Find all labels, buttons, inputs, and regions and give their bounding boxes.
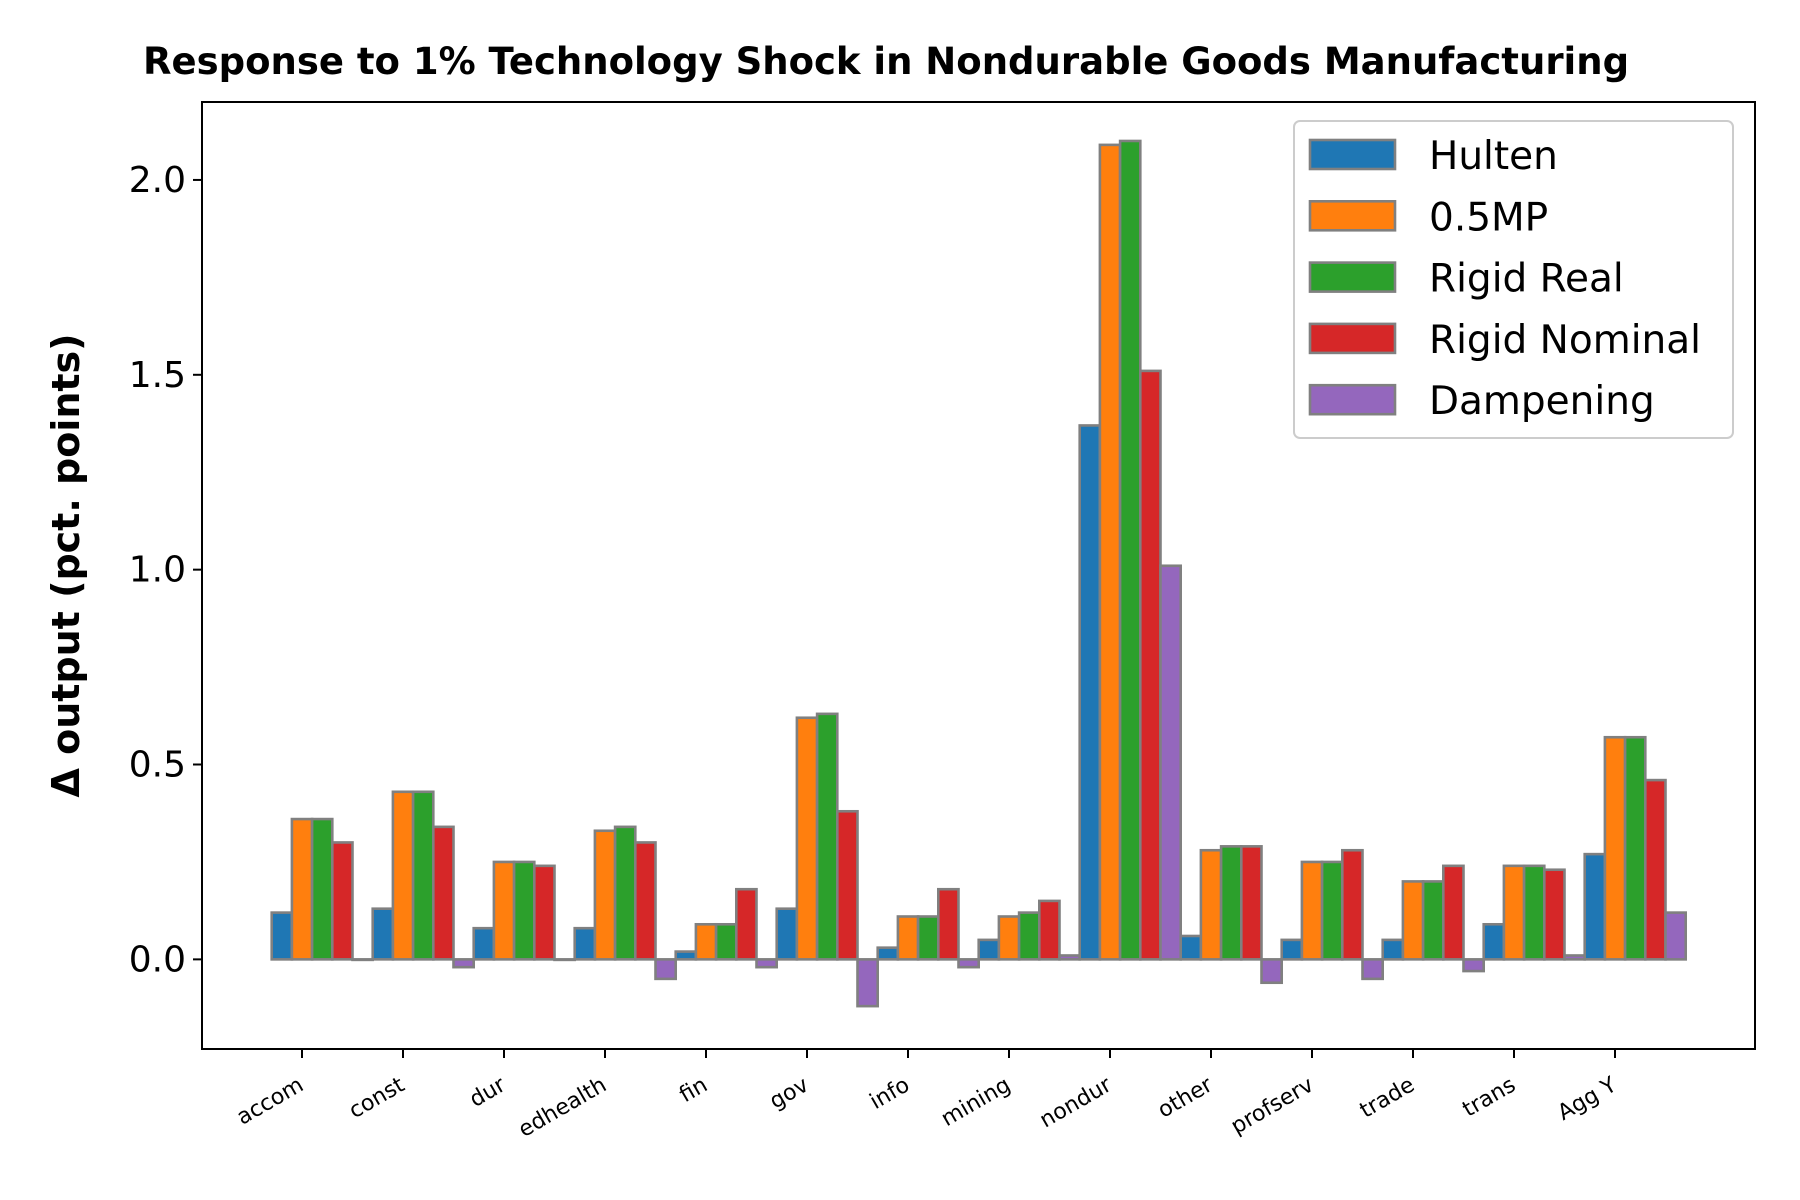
bar-dampening-edhealth — [654, 958, 678, 981]
legend: Hulten 0.5MP Rigid Real Rigid Nominal Dampen… — [1293, 120, 1734, 439]
bar-rigid-nominal-other — [1240, 845, 1263, 961]
bar-rigid-nominal-const — [431, 825, 455, 961]
legend-label: Hulten — [1429, 134, 1558, 179]
y-tick-label: 0.5 — [129, 745, 186, 786]
bar-rigid-nominal-trans — [1543, 868, 1566, 961]
plot-frame — [201, 101, 1756, 1050]
bar-rigid-nominal-nondur — [1139, 369, 1162, 961]
bar-rigid-real-agg-y — [1623, 735, 1647, 961]
y-tick-label: 2.0 — [129, 160, 186, 201]
bar-rigid-nominal-mining — [1038, 899, 1061, 961]
bar-rigid-nominal-dur — [532, 864, 556, 961]
bar-0-5mp-profserv — [1300, 860, 1324, 961]
bar-0-5mp-info — [896, 915, 920, 961]
bar-hulten-mining — [977, 938, 1001, 961]
legend-swatch-rigid-nominal — [1308, 322, 1397, 355]
legend-label: 0.5MP — [1429, 195, 1548, 240]
bar-hulten-edhealth — [573, 926, 597, 961]
bar-rigid-real-edhealth — [613, 825, 637, 961]
bar-hulten-fin — [674, 950, 698, 961]
legend-swatch-dampening — [1308, 383, 1397, 416]
bar-rigid-real-fin — [714, 922, 738, 961]
bar-hulten-nondur — [1078, 424, 1102, 961]
bar-rigid-real-nondur — [1118, 139, 1142, 961]
bar-rigid-nominal-gov — [835, 809, 859, 961]
bar-hulten-gov — [775, 907, 799, 961]
bar-0-5mp-fin — [694, 922, 718, 961]
bar-0-5mp-agg-y — [1603, 735, 1627, 961]
bar-rigid-nominal-trade — [1442, 864, 1465, 961]
bar-rigid-real-profserv — [1320, 860, 1344, 961]
y-axis: 0.0 0.5 1.0 1.5 2.0 — [129, 160, 202, 980]
y-tick-label: 1.5 — [129, 355, 186, 396]
y-axis-label: Δ output (pct. points) — [44, 333, 88, 797]
bar-dampening-const — [452, 958, 476, 969]
bar-rigid-nominal-accom — [330, 841, 354, 961]
bar-0-5mp-nondur — [1098, 143, 1122, 961]
bar-0-5mp-gov — [795, 716, 819, 961]
legend-box — [1293, 120, 1734, 439]
bar-0-5mp-const — [391, 790, 415, 961]
bar-dampening-agg-y — [1664, 911, 1688, 961]
bar-rigid-nominal-agg-y — [1644, 778, 1667, 961]
bar-hulten-dur — [472, 926, 496, 961]
bar-hulten-info — [876, 946, 900, 961]
bar-hulten-accom — [270, 911, 294, 961]
bar-dampening-nondur — [1159, 564, 1183, 961]
bar-hulten-trans — [1482, 922, 1506, 961]
bar-hulten-agg-y — [1583, 852, 1607, 961]
bar-rigid-real-trans — [1522, 864, 1546, 961]
bar-rigid-nominal-profserv — [1341, 848, 1364, 961]
bar-rigid-nominal-info — [936, 887, 960, 961]
bar-0-5mp-other — [1199, 848, 1223, 961]
y-tick-label: 1.0 — [129, 550, 186, 591]
bar-hulten-trade — [1381, 938, 1405, 961]
bar-dampening-accom — [351, 958, 375, 962]
chart-title: Response to 1% Technology Shock in Nondu… — [143, 40, 1629, 83]
bar-hulten-const — [371, 907, 395, 961]
bar-0-5mp-trade — [1401, 880, 1425, 961]
bar-rigid-real-trade — [1421, 880, 1445, 961]
bar-dampening-trans — [1563, 954, 1587, 961]
bar-0-5mp-edhealth — [593, 829, 617, 961]
legend-label: Rigid Real — [1429, 257, 1624, 302]
bar-rigid-nominal-fin — [734, 887, 758, 961]
bar-dampening-info — [957, 958, 981, 969]
bar-0-5mp-accom — [290, 817, 314, 961]
bar-rigid-real-gov — [815, 712, 839, 961]
bar-hulten-other — [1179, 934, 1203, 961]
bar-0-5mp-trans — [1502, 864, 1526, 961]
legend-label: Rigid Nominal — [1429, 318, 1701, 363]
legend-swatch-rigid-real — [1308, 261, 1397, 293]
bar-hulten-profserv — [1280, 938, 1304, 961]
bar-0-5mp-dur — [492, 860, 516, 961]
bar-rigid-real-other — [1219, 845, 1243, 961]
bar-dampening-dur — [553, 958, 577, 962]
legend-label: Dampening — [1429, 379, 1655, 424]
bar-rigid-real-info — [916, 915, 940, 961]
bar-dampening-gov — [856, 958, 880, 1008]
bar-rigid-real-const — [411, 790, 435, 961]
bar-rigid-real-mining — [1017, 911, 1041, 961]
bar-rigid-real-dur — [512, 860, 536, 961]
bar-dampening-fin — [755, 958, 779, 969]
bar-dampening-mining — [1058, 954, 1082, 961]
bar-0-5mp-mining — [997, 915, 1021, 961]
bar-dampening-other — [1260, 958, 1284, 985]
bars-layer — [270, 139, 1688, 1008]
bar-rigid-real-accom — [310, 817, 334, 961]
legend-swatch-hulten — [1308, 138, 1397, 171]
legend-swatch-0-5mp — [1308, 200, 1397, 232]
y-tick-label: 0.0 — [129, 939, 186, 980]
bar-rigid-nominal-edhealth — [633, 841, 657, 961]
bar-dampening-trade — [1462, 958, 1486, 973]
bar-dampening-profserv — [1361, 958, 1385, 981]
